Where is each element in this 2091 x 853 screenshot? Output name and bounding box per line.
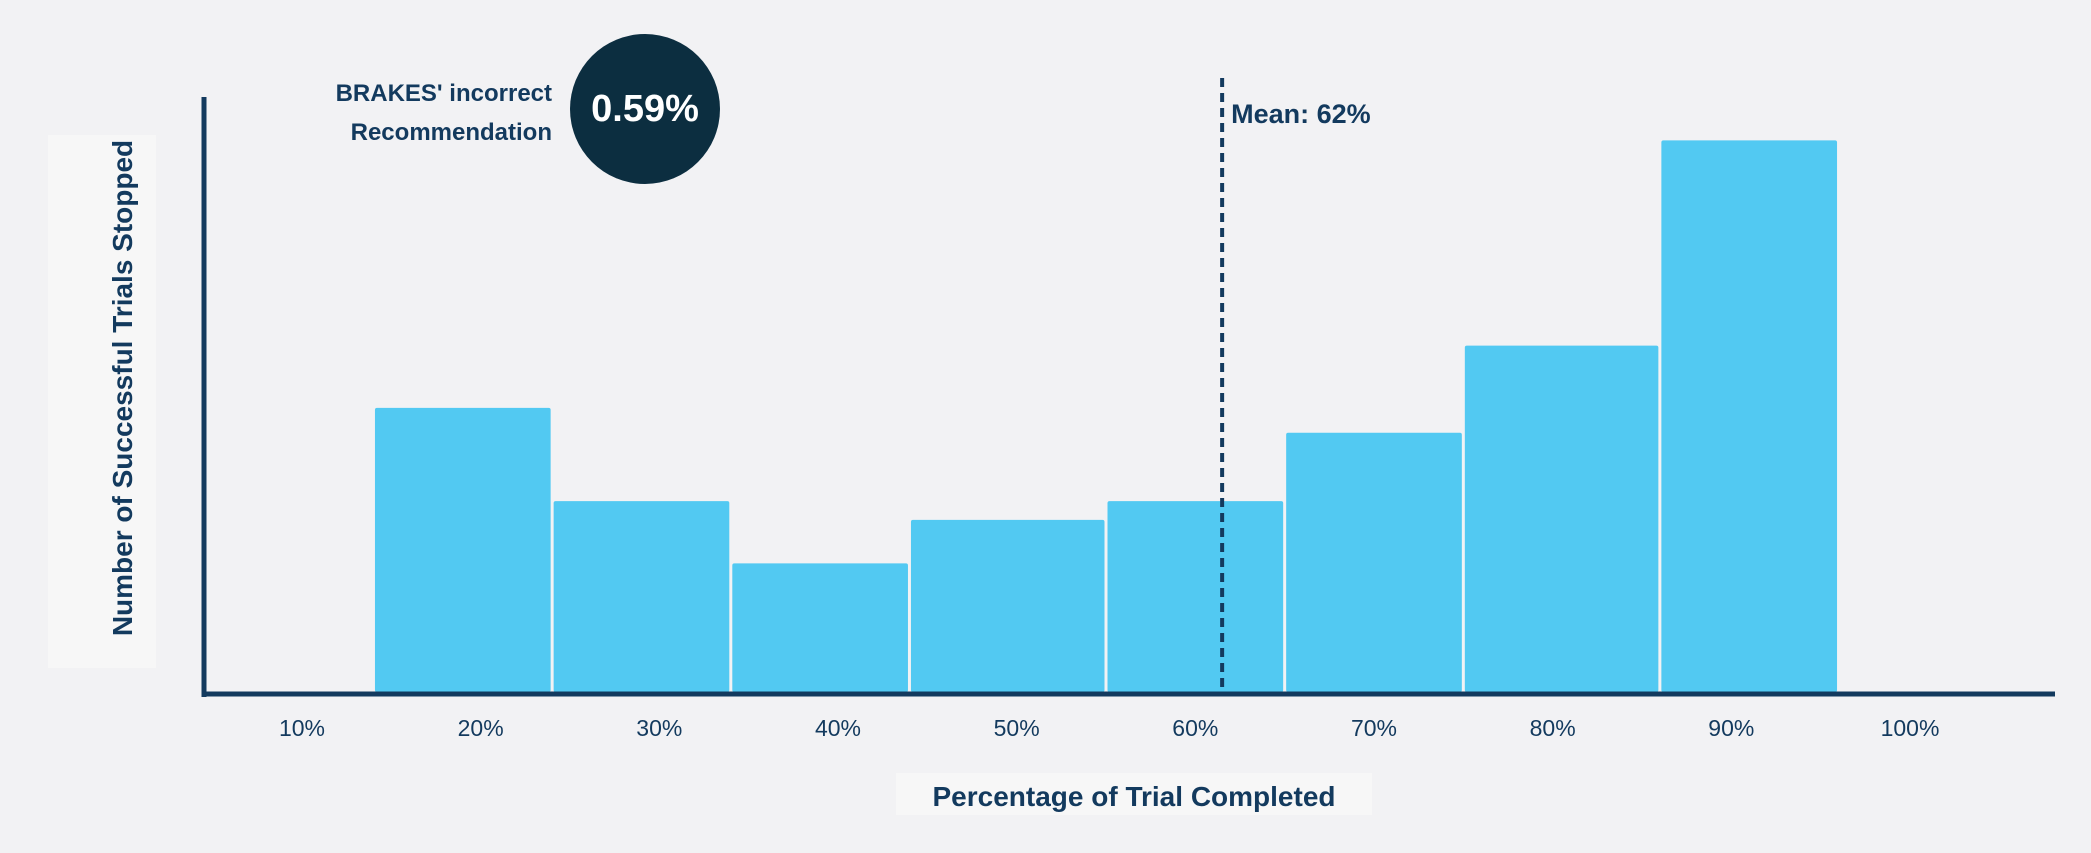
histogram-bar-8: [1661, 140, 1838, 693]
x-tick-label-8: 80%: [1530, 715, 1576, 741]
x-tick-label-4: 40%: [815, 715, 861, 741]
mean-label: Mean: 62%: [1231, 99, 1371, 129]
x-tick-label-1: 10%: [279, 715, 325, 741]
annotation-label: BRAKES' incorrect Recommendation: [262, 74, 552, 152]
histogram-bar-5: [1107, 501, 1284, 692]
x-tick-label-5: 50%: [994, 715, 1040, 741]
annotation-line-2: Recommendation: [350, 119, 552, 146]
x-axis-title: Percentage of Trial Completed: [933, 781, 1336, 812]
incorrect-recommendation-badge: 0.59%: [570, 34, 720, 184]
y-axis-title: Number of Successful Trials Stopped: [107, 140, 138, 636]
x-tick-label-6: 60%: [1172, 715, 1218, 741]
x-tick-labels: 10% 20% 30% 40% 50% 60% 70% 80% 90% 100%: [279, 715, 1939, 741]
histogram-bar-7: [1464, 345, 1659, 692]
histogram-bar-1: [374, 407, 551, 692]
histogram-bar-2: [553, 501, 730, 692]
x-tick-label-10: 100%: [1881, 715, 1940, 741]
histogram-bar-4: [910, 519, 1105, 692]
x-tick-label-2: 20%: [458, 715, 504, 741]
bars-group: [374, 140, 1838, 693]
histogram-bar-3: [732, 563, 908, 692]
y-axis-label-background: [48, 135, 156, 668]
x-tick-label-3: 30%: [636, 715, 682, 741]
x-axis-label-background: [896, 773, 1372, 815]
annotation-line-1: BRAKES' incorrect: [335, 80, 552, 107]
x-tick-label-7: 70%: [1351, 715, 1397, 741]
histogram-bar-6: [1286, 432, 1462, 692]
x-tick-label-9: 90%: [1708, 715, 1754, 741]
